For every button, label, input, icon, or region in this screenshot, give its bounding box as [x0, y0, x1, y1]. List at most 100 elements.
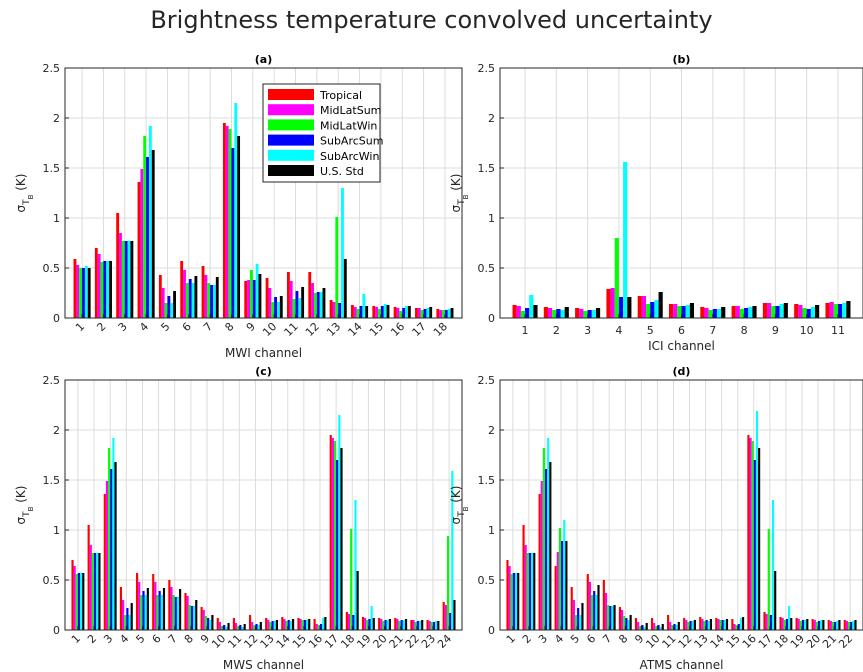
legend-swatch: [268, 119, 314, 131]
bar-usstd: [549, 462, 552, 630]
bar-midlatwin: [815, 622, 819, 630]
bar-midlatsum: [767, 303, 772, 318]
bar-subarcwin: [547, 438, 550, 630]
bar-subarcwin: [277, 302, 280, 318]
bar-midlatwin: [164, 303, 168, 318]
bar-midlatwin: [207, 283, 211, 318]
bar-midlatsum: [653, 623, 656, 630]
y-tick-label: 2.5: [478, 374, 496, 387]
x-tick-label: 8: [616, 632, 630, 646]
bar-tropical: [762, 303, 768, 318]
bar-usstd: [195, 600, 198, 630]
x-tick-label: 16: [388, 320, 407, 339]
bar-usstd: [356, 571, 359, 630]
bar-usstd: [689, 303, 695, 318]
bar-subarcsum: [384, 620, 387, 630]
y-tick-label: 2: [488, 112, 495, 125]
bar-midlatsum: [140, 169, 144, 318]
bar-subarcsum: [556, 309, 561, 318]
bar-midlatwin: [703, 621, 706, 630]
bar-subarcwin: [160, 595, 163, 630]
bar-subarcsum: [103, 261, 107, 318]
bar-midlatsum: [781, 618, 784, 630]
bar-subarcwin: [643, 627, 646, 630]
bar-subarcsum: [239, 625, 242, 630]
bar-midlatwin: [510, 574, 513, 630]
bar-midlatwin: [833, 304, 838, 318]
bar-midlatwin: [542, 448, 545, 630]
legend-label: U.S. Std: [320, 165, 364, 178]
bar-midlatsum: [428, 621, 431, 630]
bar-midlatsum: [439, 310, 443, 318]
bar-subarcsum: [577, 608, 580, 630]
legend-swatch: [268, 89, 314, 100]
bar-usstd: [279, 296, 283, 318]
y-tick-label: 1: [53, 212, 60, 225]
panel-c: 00.511.522.51 2 3 4 5 6 7 8 91011121314151617181…: [14, 365, 463, 672]
legend-label: SubArcSum: [320, 135, 383, 148]
bar-subarcsum: [359, 306, 363, 318]
plot-area: [65, 380, 462, 630]
bar-tropical: [200, 607, 203, 630]
y-tick-label: 1: [488, 524, 495, 537]
bar-usstd: [258, 274, 262, 318]
y-tick-label: 0.5: [478, 574, 496, 587]
x-tick-label: 11: [831, 324, 845, 337]
bar-subarcsum: [593, 591, 596, 630]
bar-midlatwin: [378, 309, 381, 318]
bar-subarcwin: [691, 621, 694, 630]
x-tick-label: 4: [117, 632, 131, 646]
bar-midlatwin: [735, 625, 738, 630]
bar-tropical: [731, 619, 734, 630]
bar-usstd: [109, 261, 112, 318]
y-tick-label: 0: [488, 624, 495, 637]
bar-midlatsum: [669, 622, 672, 630]
bar-midlatwin: [848, 622, 851, 630]
bar-midlatwin: [292, 299, 296, 318]
bar-subarcsum: [316, 292, 320, 318]
x-tick-label: 5: [568, 632, 582, 646]
bar-midlatsum: [97, 254, 101, 318]
bar-usstd: [581, 603, 584, 630]
bar-tropical: [700, 307, 705, 318]
bar-subarcsum: [650, 302, 655, 318]
x-tick-label: 3: [101, 632, 115, 646]
bar-midlatsum: [105, 481, 109, 630]
legend-label: Tropical: [319, 89, 362, 102]
bar-subarcwin: [659, 627, 662, 630]
bar-subarcsum: [82, 268, 85, 318]
x-tick-label: 1: [69, 632, 83, 646]
bar-subarcwin: [170, 303, 174, 318]
bar-midlatsum: [588, 582, 592, 630]
bar-subarcsum: [319, 624, 323, 630]
x-tick-label: 18: [431, 320, 450, 339]
y-tick-label: 0: [53, 312, 60, 325]
x-tick-label: 10: [260, 320, 279, 339]
x-tick-label: 4: [137, 320, 151, 334]
bar-subarcwin: [707, 621, 710, 630]
bar-usstd: [292, 619, 295, 630]
bar-subarcsum: [368, 619, 371, 630]
bar-midlatsum: [247, 280, 250, 318]
bar-subarcsum: [287, 620, 290, 630]
bar-midlatsum: [765, 614, 768, 630]
x-axis-label: ATMS channel: [640, 658, 724, 672]
bar-subarcsum: [753, 460, 756, 630]
y-axis-label: σTB (K): [449, 486, 470, 525]
bar-usstd: [677, 622, 680, 630]
bar-tropical: [825, 303, 830, 318]
bar-tropical: [586, 574, 589, 630]
legend-label: MidLatSum: [320, 104, 381, 117]
bar-midlatsum: [701, 619, 704, 630]
bar-tropical: [699, 617, 702, 630]
bar-usstd: [627, 297, 632, 318]
bar-tropical: [329, 300, 333, 318]
bar-midlatsum: [444, 605, 447, 630]
x-tick-label: 6: [150, 632, 164, 646]
bar-subarcsum: [352, 615, 355, 630]
bar-tropical: [794, 304, 799, 318]
bar-midlatwin: [100, 262, 104, 318]
bar-subarcwin: [560, 310, 565, 318]
panel-d: 00.511.522.51 2 3 4 5 6 7 8 91011121314151617181…: [449, 365, 863, 672]
bar-subarcwin: [748, 307, 753, 318]
